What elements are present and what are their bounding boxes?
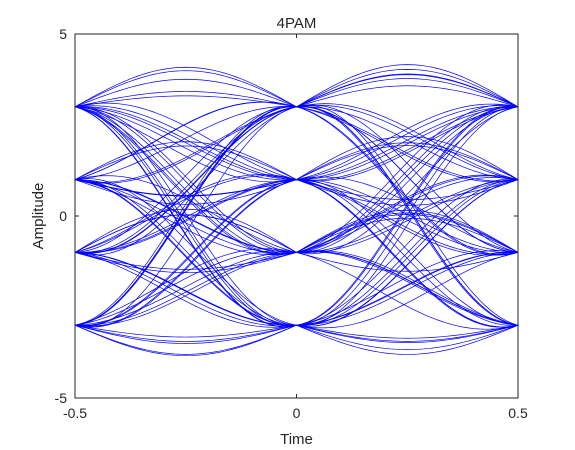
eye-trace [75, 106, 518, 328]
eye-trace [75, 179, 518, 326]
y-tick-label: 5 [59, 26, 67, 42]
x-tick-label: -0.5 [63, 405, 87, 421]
axis-ticks: -0.5 0 0.5 -5 0 5 [55, 26, 528, 421]
chart-title: 4PAM [277, 15, 317, 32]
eye-trace [75, 74, 518, 326]
x-tick-label: 0.5 [508, 405, 528, 421]
x-tick-label: 0 [293, 405, 301, 421]
x-axis-label: Time [280, 431, 313, 448]
eye-trace [75, 212, 518, 270]
y-tick-label: 0 [59, 208, 67, 224]
y-axis-label: Amplitude [30, 183, 47, 250]
eye-traces [75, 64, 518, 357]
y-tick-label: -5 [55, 390, 68, 406]
plot-area [75, 34, 518, 398]
